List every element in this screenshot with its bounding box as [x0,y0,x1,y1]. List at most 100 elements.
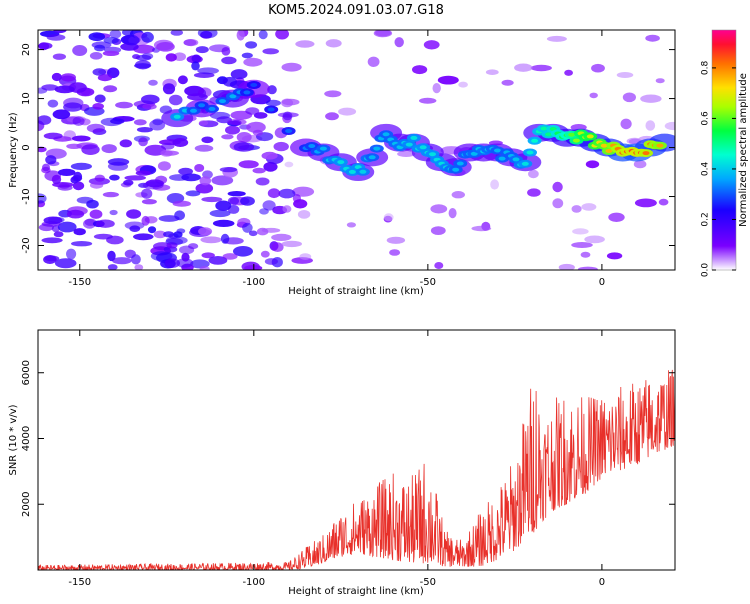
spectrogram-cell [261,227,281,233]
signal-core [494,148,501,153]
spectrogram-cell [60,73,76,82]
spectrogram-cell [133,233,154,241]
spectrogram-cell [162,83,176,95]
colorbar-tick-label: 0.8 [701,60,711,75]
snr-x-label: Height of straight line (km) [288,586,424,597]
colorbar-tick-label: 0.0 [701,263,711,278]
spectrogram-cell [585,160,600,169]
spectrogram-cell [278,188,296,199]
spectrogram-cell [70,176,79,184]
spectrogram-cell [227,191,246,197]
spectrogram-cell [141,199,157,205]
spectrogram-cell [92,68,107,76]
spectrogram-cell [577,266,598,270]
spectrogram-cell [608,212,625,222]
spectrogram-cell [165,236,188,245]
signal-core [198,103,206,108]
signal-core [572,138,580,143]
spectrogram-cell [89,209,103,219]
colorbar-tick-label: 0.2 [701,212,711,226]
spectrogram-cell [430,226,446,236]
signal-core [568,132,576,137]
spectrogram-cell [41,84,59,91]
spectrogram-cell [490,179,499,190]
spectrogram-cell [658,198,669,206]
spectrogram-cell [281,62,302,72]
spectrogram-cell [227,196,240,205]
snr-series-line [38,369,675,570]
spectrogram-cell [245,107,260,115]
spectrogram-cell [622,92,637,103]
spectrogram-cell [126,209,142,219]
spectrogram-cell [165,53,177,62]
spectrogram-cell [616,72,634,78]
spectrogram-cell [103,85,118,93]
x-tick-label: -100 [242,577,265,588]
spectrogram-cell [97,74,113,82]
spectrogram-cell [273,141,289,152]
spectrogram-cell [645,34,660,42]
signal-core [308,144,316,148]
spectrogram-cell [134,264,144,270]
spectrogram-cell [54,258,77,269]
spectrogram-cell [136,127,153,133]
spectrogram-cell [76,196,94,204]
spectrogram-cell [86,123,105,133]
spectrogram-cell [299,253,312,260]
snr-background [38,330,675,570]
spectrogram-cell [133,119,147,126]
spectrogram-cell [158,215,180,222]
spectrogram-cell [253,112,268,119]
spectrogram-cell [160,150,179,156]
signal-core [540,126,548,131]
spectrogram-cell [52,109,71,120]
spectrogram-cell [201,196,223,203]
spectrogram-signal-track [161,79,675,182]
spectrogram-cell [419,97,437,104]
spectrogram-x-axis: -150 -100 -50 0 [68,30,605,288]
spectrogram-cell [244,265,263,270]
spectrogram-cell [123,179,134,186]
spectrogram-cell [183,39,199,47]
spectrogram-cell [265,99,281,107]
spectrogram-cell [501,79,514,86]
spectrogram-cell [107,250,116,262]
spectrogram-cell [187,93,208,101]
spectrogram-cell [194,164,205,172]
spectrogram-cell [103,37,119,44]
y-tick-label: -10 [21,188,32,204]
signal-core [410,135,418,140]
spectrogram-cell [558,263,575,270]
signal-core [173,114,181,119]
spectrogram-cell [423,40,440,50]
signal-core [190,108,197,113]
spectrogram-cell [102,191,119,198]
colorbar-tick-label: 0.6 [701,111,711,126]
spectrogram-cell [255,177,270,186]
spectrogram-cell [589,92,598,99]
spectrogram-cell [94,174,105,182]
spectrogram-cell [181,252,190,262]
spectrogram-cell [221,56,237,65]
signal-core [600,143,608,148]
x-tick-label: 0 [599,277,605,288]
snr-y-axis: 2000 4000 6000 [21,360,675,517]
spectrogram-cell [71,241,93,247]
spectrogram-cell [633,160,647,169]
spectrogram-cell [38,193,47,204]
spectrogram-cell [591,63,605,73]
spectrogram-cell [172,138,189,147]
signal-core [456,161,464,166]
spectrogram-cell [383,213,394,222]
y-tick-label: -20 [21,237,32,253]
spectrogram-cell [325,112,339,121]
spectrogram-cell [53,30,67,34]
spectrogram-cell [211,175,234,186]
spectrogram-cell [209,209,231,218]
spectrogram-cell [584,235,605,244]
spectrogram-cell [70,162,92,170]
spectrogram-cell [281,240,302,248]
spectrogram-cell [72,181,85,191]
spectrogram-frame [37,29,676,271]
